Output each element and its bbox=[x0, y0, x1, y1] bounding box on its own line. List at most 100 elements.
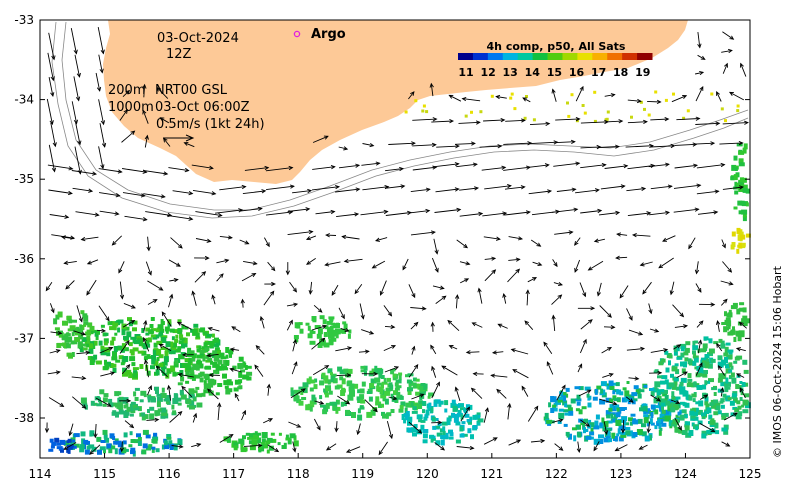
sst-pixel bbox=[139, 399, 144, 403]
current-arrow bbox=[695, 362, 703, 376]
current-arrow bbox=[402, 258, 409, 271]
sst-pixel bbox=[736, 104, 740, 108]
current-arrow bbox=[674, 418, 682, 431]
sst-pixel bbox=[332, 401, 338, 406]
sst-pixel bbox=[668, 360, 671, 366]
sst-pixel bbox=[151, 355, 156, 359]
sst-pixel bbox=[349, 390, 355, 397]
sst-pixel bbox=[374, 377, 381, 383]
current-arrow bbox=[95, 397, 112, 407]
current-arrow bbox=[482, 211, 508, 217]
sst-pixel bbox=[309, 379, 316, 384]
current-arrow bbox=[580, 319, 593, 330]
sst-pixel bbox=[661, 375, 668, 380]
current-arrow bbox=[697, 210, 719, 215]
sst-pixel bbox=[151, 397, 156, 403]
current-arrow bbox=[122, 319, 136, 328]
sst-pixel bbox=[601, 417, 605, 424]
sst-pixel bbox=[115, 411, 119, 418]
sst-pixel bbox=[735, 416, 742, 420]
sst-pixel bbox=[257, 437, 262, 444]
current-arrow bbox=[720, 298, 728, 306]
sst-pixel bbox=[422, 439, 428, 444]
sst-pixel bbox=[733, 360, 738, 364]
colorbar-swatch bbox=[487, 53, 504, 60]
sst-pixel bbox=[723, 428, 729, 435]
sst-pixel bbox=[96, 330, 100, 335]
current-arrow bbox=[308, 281, 313, 295]
sst-pixel bbox=[319, 315, 325, 320]
sst-pixel bbox=[616, 433, 620, 437]
current-arrow bbox=[267, 444, 280, 453]
sst-pixel bbox=[404, 414, 410, 421]
sst-pixel bbox=[433, 399, 438, 403]
sst-pixel bbox=[611, 405, 617, 412]
sst-pixel bbox=[347, 380, 353, 386]
sst-pixel bbox=[420, 424, 425, 430]
sst-pixel bbox=[723, 326, 728, 333]
sst-pixel bbox=[313, 399, 317, 405]
current-arrow bbox=[216, 273, 224, 282]
sst-pixel bbox=[729, 330, 736, 335]
current-arrow bbox=[627, 211, 652, 217]
sst-pixel bbox=[702, 343, 708, 349]
sst-pixel bbox=[643, 411, 647, 414]
sst-pixel bbox=[136, 433, 141, 438]
current-arrow bbox=[336, 373, 352, 378]
sst-pixel bbox=[327, 379, 331, 385]
current-arrow bbox=[465, 350, 480, 355]
sst-pixel bbox=[679, 414, 685, 421]
sst-pixel bbox=[368, 396, 373, 402]
sst-pixel bbox=[177, 439, 183, 446]
sst-pixel bbox=[704, 401, 709, 406]
sst-pixel bbox=[166, 436, 172, 440]
sst-pixel bbox=[576, 394, 581, 400]
current-arrow bbox=[146, 417, 160, 422]
sst-pixel bbox=[128, 321, 133, 327]
sst-pixel bbox=[155, 328, 160, 333]
sst-pixel bbox=[196, 359, 201, 364]
current-arrow bbox=[642, 281, 652, 295]
product-time: 03-Oct 06:00Z bbox=[155, 100, 250, 115]
sst-pixel bbox=[128, 444, 133, 448]
current-arrow bbox=[431, 118, 455, 124]
sst-pixel bbox=[112, 322, 119, 327]
sst-pixel bbox=[428, 402, 432, 408]
sst-pixel bbox=[73, 443, 80, 448]
current-arrow bbox=[241, 272, 257, 282]
sst-pixel bbox=[405, 402, 411, 408]
current-arrow bbox=[50, 330, 63, 336]
sst-pixel bbox=[659, 427, 663, 431]
current-arrow bbox=[411, 393, 425, 400]
sst-pixel bbox=[309, 340, 316, 345]
sst-pixel bbox=[103, 393, 109, 398]
current-arrow bbox=[441, 365, 458, 376]
current-arrow bbox=[695, 85, 704, 102]
current-arrow bbox=[673, 207, 700, 213]
sst-pixel bbox=[735, 412, 741, 417]
sst-pixel bbox=[742, 399, 749, 406]
sst-pixel bbox=[225, 388, 231, 395]
sst-pixel bbox=[410, 401, 414, 407]
sst-pixel bbox=[317, 328, 323, 335]
sst-pixel bbox=[737, 336, 742, 342]
sst-pixel bbox=[173, 393, 178, 399]
current-arrow bbox=[194, 255, 210, 261]
sst-pixel bbox=[720, 398, 725, 403]
current-arrow bbox=[378, 441, 388, 456]
sst-pixel bbox=[665, 367, 670, 373]
sst-pixel bbox=[111, 356, 118, 361]
sst-pixel bbox=[683, 361, 687, 368]
sst-pixel bbox=[248, 440, 252, 445]
current-arrow bbox=[456, 239, 469, 249]
sst-pixel bbox=[568, 410, 574, 416]
sst-pixel bbox=[161, 410, 168, 416]
current-arrow bbox=[312, 365, 330, 376]
current-arrow bbox=[554, 230, 574, 235]
sst-pixel bbox=[664, 394, 669, 400]
current-arrow bbox=[383, 344, 397, 352]
sst-pixel bbox=[257, 432, 262, 436]
sst-pixel bbox=[197, 354, 203, 359]
sst-pixel bbox=[214, 355, 220, 362]
sst-pixel bbox=[600, 381, 607, 387]
